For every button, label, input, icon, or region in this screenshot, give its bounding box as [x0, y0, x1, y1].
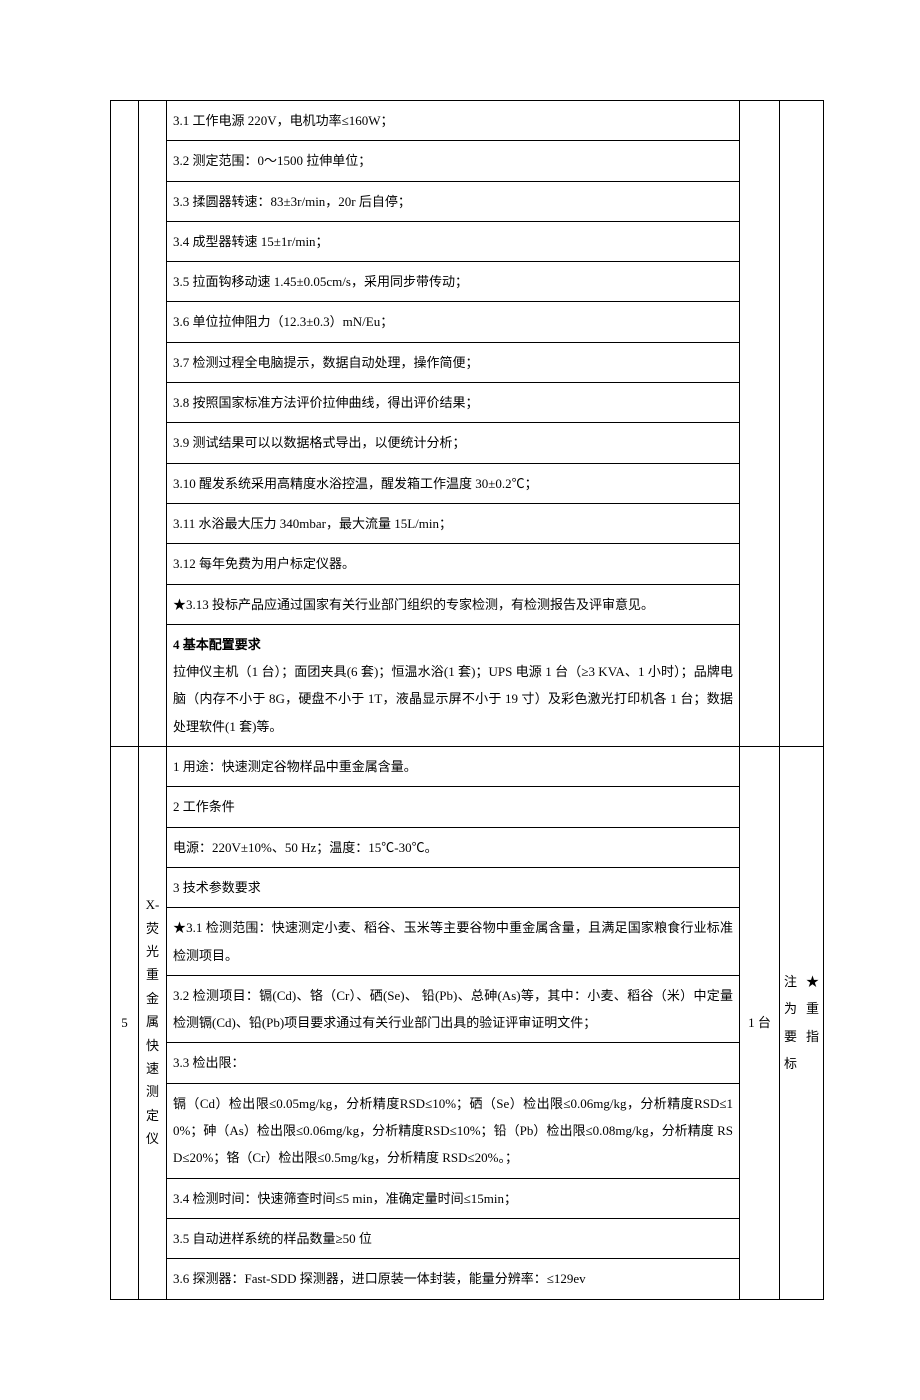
spec-line: 3.6 单位拉伸阻力（12.3±0.3）mN/Eu；: [167, 302, 740, 342]
item-5-num: 5: [111, 747, 139, 1299]
spec-line: 2 工作条件: [167, 787, 740, 827]
spec-line: 3 技术参数要求: [167, 867, 740, 907]
item-5-qty: 1 台: [740, 747, 780, 1299]
spec-line: 3.4 检测时间：快速筛查时间≤5 min，准确定量时间≤15min；: [167, 1178, 740, 1218]
item-5-note: 注 ★为 重要 指标: [780, 747, 824, 1299]
config-body: 拉伸仪主机（1 台）；面团夹具(6 套)；恒温水浴(1 套)；UPS 电源 1 …: [173, 664, 733, 734]
config-block: 4 基本配置要求 拉伸仪主机（1 台）；面团夹具(6 套)；恒温水浴(1 套)；…: [167, 624, 740, 746]
spec-line: 3.4 成型器转速 15±1r/min；: [167, 221, 740, 261]
item-5-name: X-荧光重金属快速测定仪: [139, 747, 167, 1299]
spec-table: 3.1 工作电源 220V，电机功率≤160W； 3.2 测定范围：0～1500…: [110, 100, 824, 1300]
item-5-name-text: X-荧光重金属快速测定仪: [141, 893, 164, 1150]
spec-line: 3.1 工作电源 220V，电机功率≤160W；: [167, 101, 740, 141]
spec-line: 电源：220V±10%、50 Hz；温度：15℃-30℃。: [167, 827, 740, 867]
spec-line: 3.6 探测器：Fast-SDD 探测器，进口原装一体封装，能量分辨率：≤129…: [167, 1259, 740, 1299]
spec-line: 3.9 测试结果可以以数据格式导出，以便统计分析；: [167, 423, 740, 463]
spec-line: 镉（Cd）检出限≤0.05mg/kg，分析精度RSD≤10%；硒（Se）检出限≤…: [167, 1083, 740, 1178]
spec-line: 3.7 检测过程全电脑提示，数据自动处理，操作简便；: [167, 342, 740, 382]
spec-line: 3.2 检测项目：镉(Cd)、铬（Cr）、硒(Se)、 铅(Pb)、总砷(As)…: [167, 975, 740, 1043]
spec-line: 3.8 按照国家标准方法评价拉伸曲线，得出评价结果；: [167, 383, 740, 423]
spec-line: 3.3 检出限：: [167, 1043, 740, 1083]
prev-item-note: [780, 101, 824, 747]
spec-line: ★3.1 检测范围：快速测定小麦、稻谷、玉米等主要谷物中重金属含量，且满足国家粮…: [167, 908, 740, 976]
spec-line: 3.12 每年免费为用户标定仪器。: [167, 544, 740, 584]
spec-line: 3.11 水浴最大压力 340mbar，最大流量 15L/min；: [167, 503, 740, 543]
spec-line: ★3.13 投标产品应通过国家有关行业部门组织的专家检测，有检测报告及评审意见。: [167, 584, 740, 624]
spec-line: 1 用途：快速测定谷物样品中重金属含量。: [167, 747, 740, 787]
config-title: 4 基本配置要求: [173, 637, 261, 652]
spec-line: 3.2 测定范围：0～1500 拉伸单位；: [167, 141, 740, 181]
spec-line: 3.10 醒发系统采用高精度水浴控温，醒发箱工作温度 30±0.2℃；: [167, 463, 740, 503]
spec-line: 3.5 自动进样系统的样品数量≥50 位: [167, 1218, 740, 1258]
spec-line: 3.3 揉圆器转速：83±3r/min，20r 后自停；: [167, 181, 740, 221]
prev-item-num: [111, 101, 139, 747]
prev-item-name: [139, 101, 167, 747]
prev-item-qty: [740, 101, 780, 747]
spec-line: 3.5 拉面钩移动速 1.45±0.05cm/s，采用同步带传动；: [167, 262, 740, 302]
page: 3.1 工作电源 220V，电机功率≤160W； 3.2 测定范围：0～1500…: [0, 0, 920, 1400]
